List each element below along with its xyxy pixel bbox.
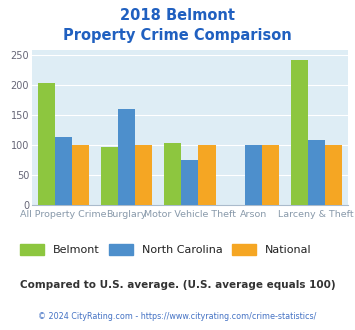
Bar (118, 109, 135, 205)
Bar (291, 60, 308, 205)
Text: 2018 Belmont: 2018 Belmont (120, 8, 235, 23)
Text: Compared to U.S. average. (U.S. average equals 100): Compared to U.S. average. (U.S. average … (20, 280, 335, 290)
Bar (262, 145, 279, 205)
Bar (38, 83, 55, 205)
Text: All Property Crime: All Property Crime (20, 210, 107, 218)
Bar (55, 137, 72, 205)
Text: Arson: Arson (240, 210, 267, 218)
Text: Motor Vehicle Theft: Motor Vehicle Theft (144, 210, 236, 218)
Text: Property Crime Comparison: Property Crime Comparison (63, 28, 292, 43)
Bar (181, 160, 198, 205)
Bar (245, 145, 262, 205)
Text: Burglary: Burglary (106, 210, 147, 218)
Bar (101, 147, 118, 205)
Legend: Belmont, North Carolina, National: Belmont, North Carolina, National (20, 244, 312, 255)
Bar (72, 145, 89, 205)
Bar (308, 140, 325, 205)
Text: © 2024 CityRating.com - https://www.cityrating.com/crime-statistics/: © 2024 CityRating.com - https://www.city… (38, 312, 317, 321)
Text: Larceny & Theft: Larceny & Theft (278, 210, 354, 218)
Bar (164, 143, 181, 205)
Bar (198, 145, 215, 205)
Bar (135, 145, 152, 205)
Bar (325, 145, 342, 205)
